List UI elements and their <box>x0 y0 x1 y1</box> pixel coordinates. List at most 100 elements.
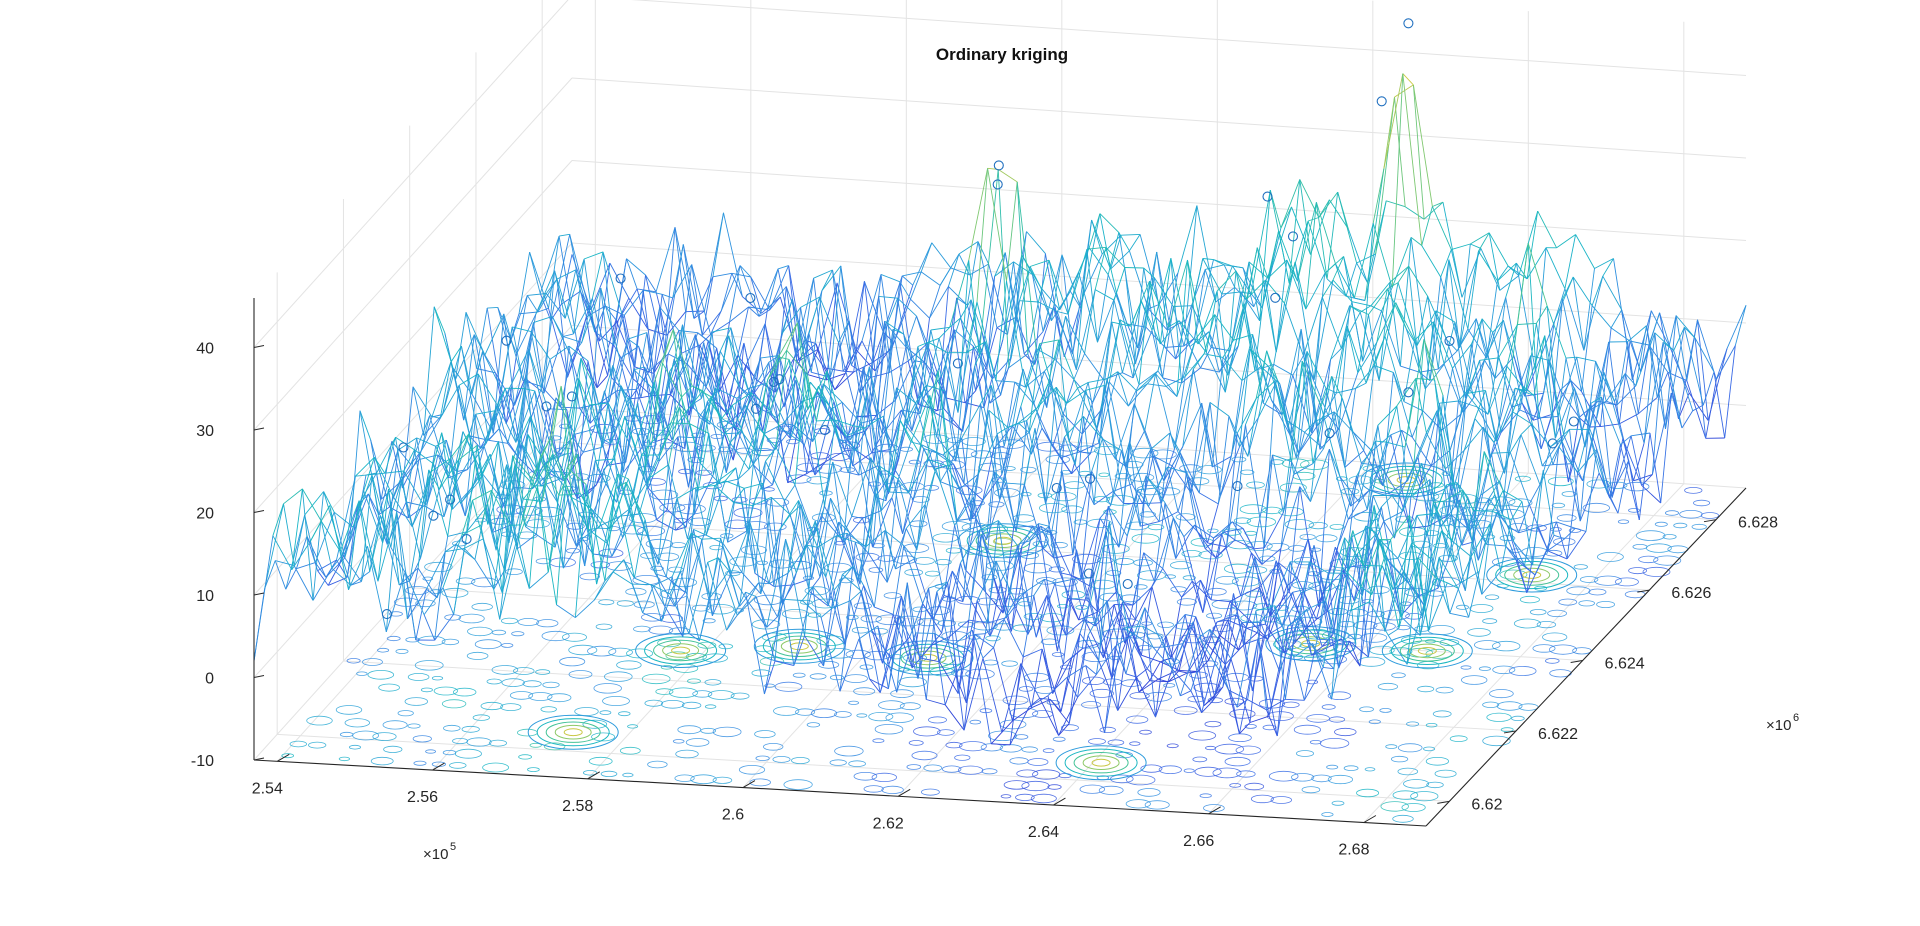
contour-loop <box>655 688 674 695</box>
contour-loop <box>954 754 971 761</box>
mesh-edge <box>1097 292 1117 343</box>
mesh-edge <box>1562 299 1582 392</box>
contour-loop <box>1239 469 1255 475</box>
mesh-edge <box>1390 434 1411 529</box>
mesh-edge <box>1296 577 1317 620</box>
contour-loop <box>1014 734 1029 740</box>
mesh-edge <box>539 235 560 294</box>
mesh-edge <box>1245 398 1257 425</box>
mesh-edge <box>1170 258 1191 347</box>
contour-loop <box>1327 691 1352 700</box>
mesh-edge <box>534 390 555 457</box>
mesh-edge <box>1291 461 1311 502</box>
mesh-edge <box>1628 460 1640 520</box>
mesh-edge <box>1517 322 1537 325</box>
mesh-edge <box>858 366 870 476</box>
contour-loop <box>1635 530 1666 541</box>
mesh-edge <box>1637 344 1650 414</box>
mesh-edge <box>777 265 789 270</box>
mesh-edge <box>567 316 587 378</box>
mesh-edge <box>1118 232 1139 349</box>
mesh-edge <box>1630 435 1643 486</box>
contour-loop <box>1293 724 1322 735</box>
mesh-edge <box>1129 441 1141 527</box>
mesh-edge <box>1101 438 1114 492</box>
contour-loop <box>848 700 860 705</box>
mesh-edge <box>1523 470 1544 566</box>
mesh-edge <box>750 276 771 311</box>
mesh-edge <box>672 244 684 298</box>
contour-loop <box>982 659 999 666</box>
contour-loop <box>356 671 368 676</box>
contour-loop <box>763 742 784 751</box>
mesh-edge <box>1013 484 1025 528</box>
mesh-edge <box>781 307 801 335</box>
mesh-edge <box>448 469 468 479</box>
mesh-edge <box>1337 476 1358 548</box>
mesh-edge <box>458 385 471 437</box>
mesh-edge <box>1601 396 1613 498</box>
mesh-edge <box>1534 535 1555 576</box>
mesh-edge <box>1675 315 1688 381</box>
mesh-edge <box>1125 429 1146 467</box>
contour-loop <box>1514 475 1532 482</box>
contour-loop <box>1207 528 1219 533</box>
contour-loop <box>733 608 745 613</box>
mesh-edge <box>1525 323 1537 391</box>
contour-loop <box>908 459 921 465</box>
contour-loop <box>431 676 444 681</box>
contour-loop <box>1508 666 1537 677</box>
mesh-edge <box>1157 326 1170 372</box>
contour-loop <box>1474 640 1501 650</box>
mesh-edge <box>1684 326 1696 339</box>
mesh-edge <box>1518 504 1530 533</box>
mesh-edge <box>769 410 782 429</box>
mesh-edge <box>1470 318 1483 345</box>
contour-loop <box>417 635 446 646</box>
mesh-edge <box>1304 431 1324 450</box>
mesh-edge <box>938 326 951 339</box>
mesh-edge <box>1437 259 1450 370</box>
mesh-edge <box>980 403 1000 500</box>
mesh-edge <box>888 281 901 373</box>
mesh-edge <box>1267 259 1288 279</box>
mesh-edge <box>1068 441 1081 453</box>
mesh-edge <box>839 440 860 476</box>
mesh-edge <box>1219 345 1239 373</box>
mesh-edge <box>1553 534 1565 540</box>
mesh-edge <box>1326 192 1339 279</box>
mesh-edge <box>1093 491 1114 506</box>
mesh-edge <box>749 357 761 396</box>
mesh-edge <box>845 435 857 452</box>
mesh-edge <box>961 403 981 439</box>
mesh-edge <box>464 446 485 517</box>
mesh-edge <box>533 315 553 324</box>
mesh-edge <box>871 434 883 454</box>
mesh-edge <box>731 272 751 278</box>
mesh-edge <box>1383 97 1395 169</box>
mesh-edge <box>1097 274 1109 343</box>
contour-loop <box>1331 800 1345 806</box>
mesh-edge <box>1408 265 1428 297</box>
mesh-edge <box>736 398 757 451</box>
contour-loop <box>1532 644 1556 653</box>
contour-loop <box>1336 476 1348 482</box>
mesh-edge <box>1310 449 1330 502</box>
contour-loop <box>591 732 616 742</box>
contour-loop <box>1320 654 1348 665</box>
mesh-edge <box>1340 301 1353 349</box>
mesh-edge <box>1423 201 1444 220</box>
mesh-edge <box>1412 339 1425 472</box>
mesh-edge <box>1175 472 1187 559</box>
mesh-edge <box>806 391 818 474</box>
mesh-edge <box>940 463 952 482</box>
mesh-edge <box>720 273 733 312</box>
mesh-edge <box>1190 402 1211 493</box>
contour-loop <box>1262 506 1282 515</box>
mesh-edge <box>1558 429 1570 447</box>
contour-loop <box>890 689 914 698</box>
mesh-edge <box>1092 379 1104 403</box>
mesh-edge <box>958 241 979 255</box>
mesh-edge <box>1042 306 1055 332</box>
mesh-edge <box>1455 393 1468 508</box>
